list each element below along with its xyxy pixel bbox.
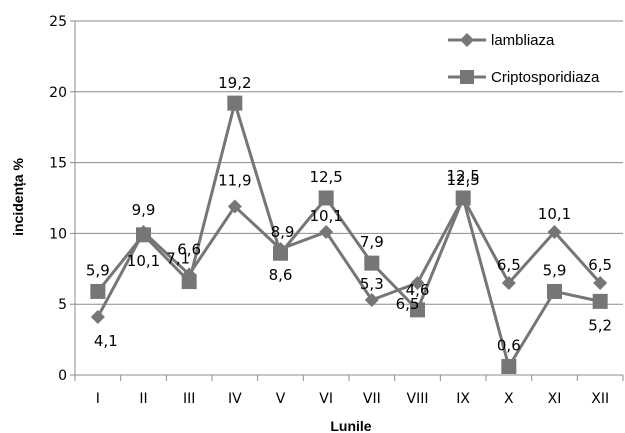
x-tick-labels: I II III IV V VI VII VIII IX X XI XII [96,391,609,407]
y-axis-title: incidența % [10,158,26,236]
data-label-lambliaza-XII: 6,5 [588,256,612,274]
data-label-Criptosporidiaza-XI: 5,9 [543,261,567,279]
data-label-Criptosporidiaza-XII: 5,2 [588,316,612,334]
data-label-lambliaza-III: 7,1 [166,249,190,267]
data-label-Criptosporidiaza-IV: 19,2 [218,74,251,92]
data-label-Criptosporidiaza-V: 8,6 [269,266,293,284]
x-tick-label-VIII: VIII [407,391,429,407]
data-labels: 4,1 10,1 7,1 11,9 8,9 10,1 5,3 6,5 12,5 6,5 10,1 6,… [86,74,612,354]
data-label-Criptosporidiaza-IX: 12,5 [446,167,479,185]
x-tick-label-III: III [183,391,195,407]
y-tick-label-5: 5 [58,297,67,313]
data-label-lambliaza-VI: 10,1 [309,207,342,225]
data-label-lambliaza-VII: 5,3 [360,275,384,293]
data-label-lambliaza-VIII: 6,5 [396,295,420,313]
data-label-Criptosporidiaza-II: 9,9 [132,201,156,219]
x-tick-label-X: X [504,391,514,407]
legend-marker-criptosporidiaza [460,70,474,84]
legend-marker-lambliaza [460,33,474,47]
point-Criptosporidiaza-VII [364,255,380,271]
y-tick-label-0: 0 [58,368,67,384]
point-Criptosporidiaza-I [90,283,106,299]
x-tick-label-II: II [139,391,147,407]
y-tick-labels: 0 5 10 15 20 25 [49,14,67,384]
x-tick-label-IX: IX [456,391,470,407]
series-line-Criptosporidiaza [96,97,601,371]
point-lambliaza-X [501,275,516,290]
legend: lambliaza Criptosporidiaza [448,32,600,86]
legend-label-lambliaza: lambliaza [491,32,555,49]
y-tick-label-20: 20 [49,85,67,101]
data-label-lambliaza-I: 4,1 [94,332,118,350]
data-label-lambliaza-V: 8,9 [271,223,295,241]
series-layer [90,95,608,375]
point-Criptosporidiaza-VI [318,190,334,206]
x-tick-label-VII: VII [363,391,381,407]
data-label-Criptosporidiaza-III: 6,6 [177,241,201,259]
data-label-lambliaza-IV: 11,9 [218,171,251,189]
x-tick-label-VI: VI [319,391,333,407]
point-Criptosporidiaza-II [136,227,151,243]
data-label-lambliaza-IX: 12,5 [446,171,479,189]
data-label-lambliaza-XI: 10,1 [538,205,571,223]
point-Criptosporidiaza-VIII [410,302,425,318]
data-label-Criptosporidiaza-I: 5,9 [86,261,110,279]
x-tick-label-I: I [96,391,100,407]
y-tick-label-25: 25 [49,14,67,30]
point-Criptosporidiaza-III [181,274,197,290]
x-tick-label-XI: XI [548,391,562,407]
y-tick-label-15: 15 [49,156,67,172]
gridlines [75,20,623,305]
data-label-Criptosporidiaza-VIII: 4,6 [406,281,430,299]
data-label-lambliaza-X: 6,5 [497,256,521,274]
point-lambliaza-IV [227,199,242,214]
point-Criptosporidiaza-XII [592,293,608,309]
point-lambliaza-I [90,309,105,324]
y-tick-label-10: 10 [49,226,67,242]
x-axis-title: Lunile [330,418,371,433]
point-lambliaza-VI [319,224,334,239]
point-Criptosporidiaza-IX [455,190,471,206]
axes [70,20,624,381]
series-line-lambliaza [96,194,602,318]
x-tick-label-V: V [276,391,286,407]
point-Criptosporidiaza-X [501,359,517,375]
point-lambliaza-VII [364,292,379,307]
point-Criptosporidiaza-IV [227,95,243,111]
point-lambliaza-XII [593,275,608,290]
legend-label-criptosporidiaza: Criptosporidiaza [491,69,600,86]
data-label-lambliaza-II: 10,1 [127,252,160,270]
data-label-Criptosporidiaza-X: 0,6 [497,337,521,355]
x-tick-label-IV: IV [228,391,242,407]
x-tick-label-XII: XII [591,391,609,407]
point-lambliaza-VIII [410,275,425,290]
point-lambliaza-XI [547,224,562,239]
point-Criptosporidiaza-V [273,245,288,261]
point-Criptosporidiaza-XI [547,283,562,299]
data-label-Criptosporidiaza-VI: 12,5 [309,168,342,186]
data-label-Criptosporidiaza-VII: 7,9 [360,233,384,251]
